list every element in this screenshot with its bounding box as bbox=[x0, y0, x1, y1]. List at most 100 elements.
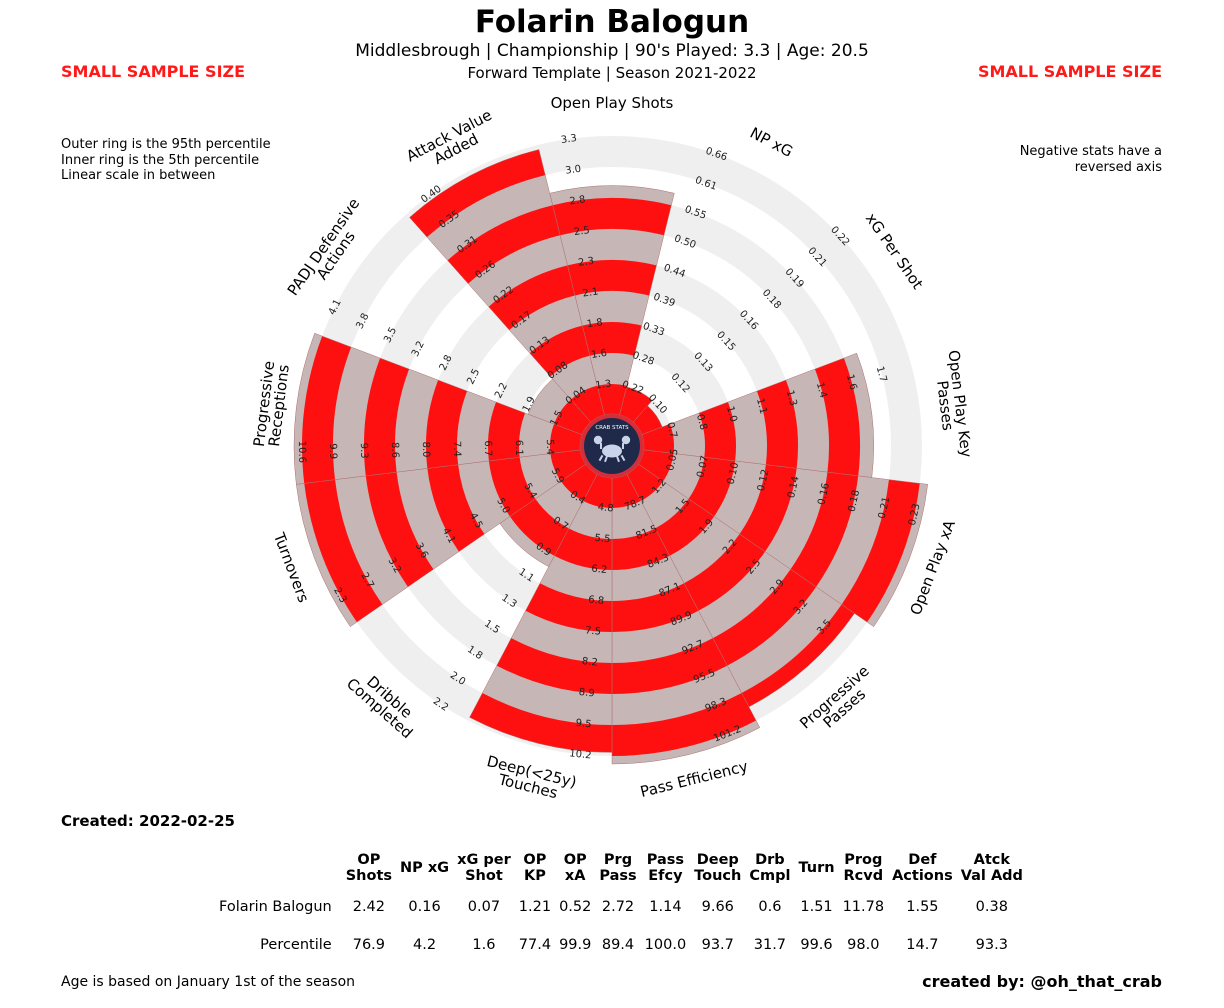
axis-tick-label: 6.1 bbox=[513, 440, 524, 456]
table-cell: 0.6 bbox=[758, 899, 782, 915]
axis-tick-label: 2.5 bbox=[573, 225, 590, 238]
axis-tick-label: 1.6 bbox=[844, 373, 859, 391]
column-header: Turn bbox=[798, 860, 835, 876]
table-cell: 0.16 bbox=[408, 899, 441, 915]
table-cell: 93.3 bbox=[975, 937, 1008, 953]
percentile-wedge-10 bbox=[294, 333, 583, 485]
axis-tick-label: 8.6 bbox=[389, 442, 400, 458]
percentile-wedge-6 bbox=[612, 474, 760, 764]
axis-tick-label: 0.12 bbox=[756, 468, 772, 492]
axis-tick-label: 8.2 bbox=[581, 656, 598, 669]
axis-tick-label: 1.1 bbox=[754, 397, 769, 415]
column-header: Pass Efcy bbox=[646, 852, 685, 884]
table-cell: 1.14 bbox=[649, 899, 682, 915]
author-credit: created by: @oh_that_crab bbox=[922, 972, 1162, 991]
table-cell: 76.9 bbox=[352, 937, 386, 953]
created-date: Created: 2022-02-25 bbox=[61, 812, 235, 830]
axis-category-label: Open Play Shots bbox=[551, 94, 674, 112]
axis-tick-label: 0.8 bbox=[694, 413, 709, 431]
axis-tick-label: 8.9 bbox=[578, 687, 595, 700]
axis-tick-label: 6.8 bbox=[588, 594, 605, 607]
axis-tick-label: 4.8 bbox=[597, 502, 614, 515]
axis-tick-label: 0.23 bbox=[907, 503, 923, 527]
percentile-wedge-8 bbox=[499, 464, 598, 567]
row-label: Percentile bbox=[260, 937, 332, 953]
axis-tick-label: 0.16 bbox=[816, 482, 832, 506]
note-line: Linear scale in between bbox=[61, 168, 216, 183]
axis-category-label: Pass Efficiency bbox=[638, 757, 749, 801]
column-header: Atck Val Add bbox=[960, 852, 1023, 884]
table-cell: 0.07 bbox=[467, 899, 501, 915]
age-basis-note: Age is based on January 1st of the seaso… bbox=[61, 974, 356, 990]
axis-category-label: ProgressiveReceptions bbox=[250, 360, 293, 450]
table-cell: 89.4 bbox=[601, 937, 635, 953]
note-line: Outer ring is the 95th percentile bbox=[61, 137, 271, 152]
column-header: Prg Pass bbox=[599, 852, 637, 884]
axis-tick-label: 7.5 bbox=[585, 625, 602, 638]
axis-tick-label: 0.05 bbox=[665, 448, 681, 472]
axis-tick-label: 1.7 bbox=[874, 365, 889, 383]
percentile-wedges bbox=[293, 149, 928, 765]
column-header: Def Actions bbox=[892, 852, 953, 884]
percentile-wedge-11 bbox=[528, 378, 591, 435]
axis-tick-label: 0.21 bbox=[877, 496, 893, 520]
axis-tick-label: 1.4 bbox=[814, 381, 829, 399]
axis-category-label: Open Play KeyPasses bbox=[930, 349, 976, 460]
table-cell: 77.4 bbox=[518, 937, 552, 953]
percentile-wedge-4 bbox=[638, 449, 928, 627]
axis-tick-label: 1.0 bbox=[724, 405, 739, 423]
axis-tick-label: 6.2 bbox=[591, 564, 608, 577]
axis-category-label: NP xG bbox=[747, 124, 796, 161]
axis-category-label: Deep(<25y)Touches bbox=[481, 752, 578, 806]
crab-icon bbox=[593, 435, 631, 463]
axis-tick-label: 10.6 bbox=[296, 441, 307, 463]
axis-tick-label: 9.3 bbox=[358, 443, 369, 459]
template-season-subtitle: Forward Template | Season 2021-2022 bbox=[467, 64, 757, 82]
axis-tick-label: 0.18 bbox=[847, 489, 863, 513]
crab-stats-logo: CRAB STATS bbox=[580, 414, 644, 478]
percentile-wedge-9 bbox=[296, 449, 586, 627]
table-cell: 100.0 bbox=[644, 937, 687, 953]
sample-size-warning-left: SMALL SAMPLE SIZE bbox=[61, 62, 246, 81]
column-header: OP xA bbox=[563, 852, 587, 884]
ring-scale-note: Outer ring is the 95th percentile Inner … bbox=[61, 137, 271, 184]
axis-tick-label: 5.5 bbox=[594, 533, 611, 546]
axis-tick-label: 10.2 bbox=[569, 748, 592, 761]
note-line: Negative stats have a bbox=[1019, 144, 1162, 159]
table-cell: 4.2 bbox=[413, 937, 437, 953]
table-cell: 99.9 bbox=[559, 937, 592, 953]
table-cell: 1.55 bbox=[906, 899, 939, 915]
column-header: xG per Shot bbox=[457, 852, 511, 884]
table-cell: 9.66 bbox=[701, 899, 734, 915]
table-cell: 98.0 bbox=[847, 937, 880, 953]
column-header: Prog Rcvd bbox=[843, 852, 884, 884]
column-header: OP Shots bbox=[345, 852, 393, 884]
column-header: Deep Touch bbox=[694, 852, 742, 884]
header-blank bbox=[215, 848, 342, 888]
axis-tick-label: 2.8 bbox=[569, 194, 586, 207]
table-cell: 93.7 bbox=[701, 937, 734, 953]
axis-tick-label: 0.14 bbox=[786, 475, 802, 499]
column-header: OP KP bbox=[523, 852, 547, 884]
note-line: Inner ring is the 5th percentile bbox=[61, 152, 260, 168]
axis-tick-label: 9.5 bbox=[575, 718, 592, 731]
table-cell: 14.7 bbox=[906, 937, 939, 953]
axis-tick-label: 6.7 bbox=[482, 440, 493, 456]
reversed-axis-note: Negative stats have a reversed axis bbox=[1020, 144, 1162, 175]
table-cell: 0.52 bbox=[559, 899, 592, 915]
axis-tick-label: 2.3 bbox=[578, 256, 595, 269]
table-cell: 99.6 bbox=[800, 937, 833, 953]
table-row: Folarin Balogun 2.42 0.16 0.07 1.21 0.52… bbox=[215, 888, 1027, 926]
column-header: Drb Cmpl bbox=[749, 852, 791, 884]
player-info-subtitle: Middlesbrough | Championship | 90's Play… bbox=[355, 41, 869, 61]
table-cell: 2.72 bbox=[601, 899, 635, 915]
note-line: reversed axis bbox=[1074, 159, 1162, 175]
axis-tick-label: 1.6 bbox=[590, 348, 607, 361]
axis-tick-label: 8.0 bbox=[420, 441, 431, 457]
table-cell: 2.42 bbox=[352, 899, 386, 915]
percentile-wedge-7 bbox=[469, 474, 612, 753]
player-name-title: Folarin Balogun bbox=[474, 4, 750, 40]
table-cell: 0.38 bbox=[975, 899, 1008, 915]
axis-tick-label: 2.1 bbox=[582, 286, 599, 299]
